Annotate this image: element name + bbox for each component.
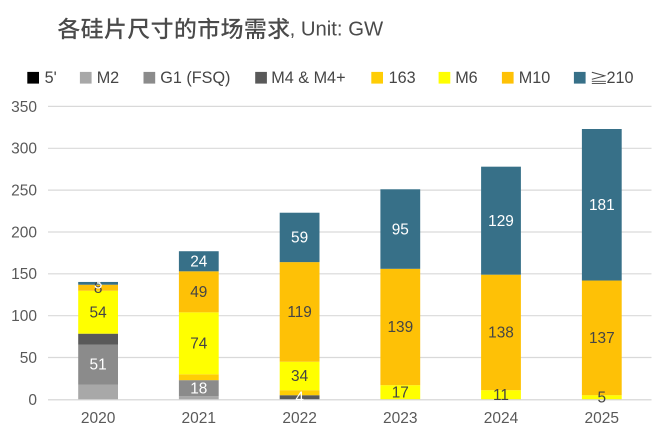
svg-text:0: 0 bbox=[28, 392, 37, 409]
svg-text:137: 137 bbox=[589, 330, 615, 347]
svg-text:11: 11 bbox=[493, 387, 509, 404]
svg-text:3: 3 bbox=[94, 276, 103, 293]
svg-text:5: 5 bbox=[598, 390, 607, 407]
svg-text:163: 163 bbox=[389, 69, 416, 87]
svg-text:250: 250 bbox=[11, 183, 37, 200]
svg-text:181: 181 bbox=[589, 197, 615, 214]
svg-text:5': 5' bbox=[45, 69, 57, 87]
svg-text:M2: M2 bbox=[97, 69, 120, 87]
svg-text:200: 200 bbox=[11, 224, 37, 241]
svg-text:139: 139 bbox=[387, 319, 413, 336]
svg-text:150: 150 bbox=[11, 266, 37, 283]
svg-text:350: 350 bbox=[11, 99, 37, 116]
svg-text:, Unit: GW: , Unit: GW bbox=[290, 18, 384, 40]
svg-text:59: 59 bbox=[291, 230, 308, 247]
svg-text:95: 95 bbox=[392, 221, 409, 238]
svg-text:17: 17 bbox=[392, 385, 409, 402]
svg-text:129: 129 bbox=[488, 213, 514, 230]
svg-text:138: 138 bbox=[488, 325, 514, 342]
svg-text:100: 100 bbox=[11, 308, 37, 325]
svg-text:119: 119 bbox=[287, 304, 312, 321]
svg-text:51: 51 bbox=[90, 357, 107, 374]
svg-text:49: 49 bbox=[190, 284, 207, 301]
svg-text:2020: 2020 bbox=[81, 410, 116, 427]
svg-text:M6: M6 bbox=[455, 69, 478, 87]
svg-text:8: 8 bbox=[94, 280, 103, 297]
svg-text:300: 300 bbox=[11, 141, 37, 158]
svg-text:18: 18 bbox=[190, 380, 207, 397]
svg-text:2025: 2025 bbox=[585, 410, 619, 427]
svg-text:2024: 2024 bbox=[484, 410, 519, 427]
svg-text:M10: M10 bbox=[519, 69, 551, 87]
svg-text:M4 & M4+: M4 & M4+ bbox=[271, 69, 345, 87]
svg-text:210: 210 bbox=[607, 69, 634, 87]
svg-text:50: 50 bbox=[20, 350, 38, 367]
svg-text:54: 54 bbox=[90, 304, 108, 321]
svg-text:4: 4 bbox=[295, 390, 304, 407]
svg-text:2022: 2022 bbox=[282, 410, 316, 427]
svg-text:34: 34 bbox=[291, 368, 309, 385]
svg-text:2023: 2023 bbox=[383, 410, 417, 427]
svg-text:24: 24 bbox=[190, 254, 208, 271]
svg-text:G1 (FSQ): G1 (FSQ) bbox=[160, 69, 230, 87]
svg-text:2021: 2021 bbox=[182, 410, 216, 427]
svg-text:74: 74 bbox=[190, 336, 208, 353]
